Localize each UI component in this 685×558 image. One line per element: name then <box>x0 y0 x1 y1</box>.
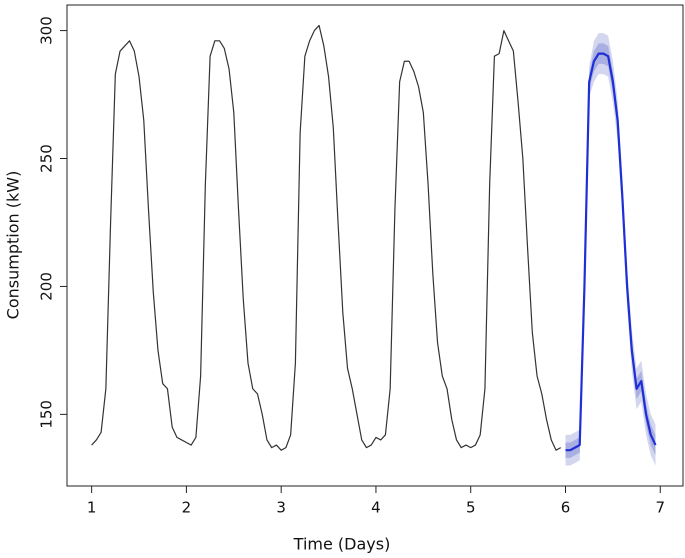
x-tick-label: 2 <box>182 499 192 517</box>
y-tick-label: 200 <box>38 272 56 301</box>
y-tick-label: 300 <box>38 16 56 45</box>
interval-band <box>565 33 656 466</box>
x-tick-label: 4 <box>371 499 381 517</box>
x-tick-label: 1 <box>87 499 97 517</box>
series-line <box>565 52 657 452</box>
x-axis-label: Time (Days) <box>293 535 391 554</box>
series-line <box>91 24 562 451</box>
x-tick-label: 3 <box>276 499 286 517</box>
x-tick-label: 7 <box>655 499 665 517</box>
plot-frame <box>66 4 684 487</box>
y-axis-label: Consumption (kW) <box>4 171 23 320</box>
y-tick-label: 150 <box>38 400 56 429</box>
x-tick-label: 6 <box>561 499 571 517</box>
y-tick-label: 250 <box>38 144 56 173</box>
interval-band <box>565 43 656 458</box>
x-tick-label: 5 <box>466 499 476 517</box>
